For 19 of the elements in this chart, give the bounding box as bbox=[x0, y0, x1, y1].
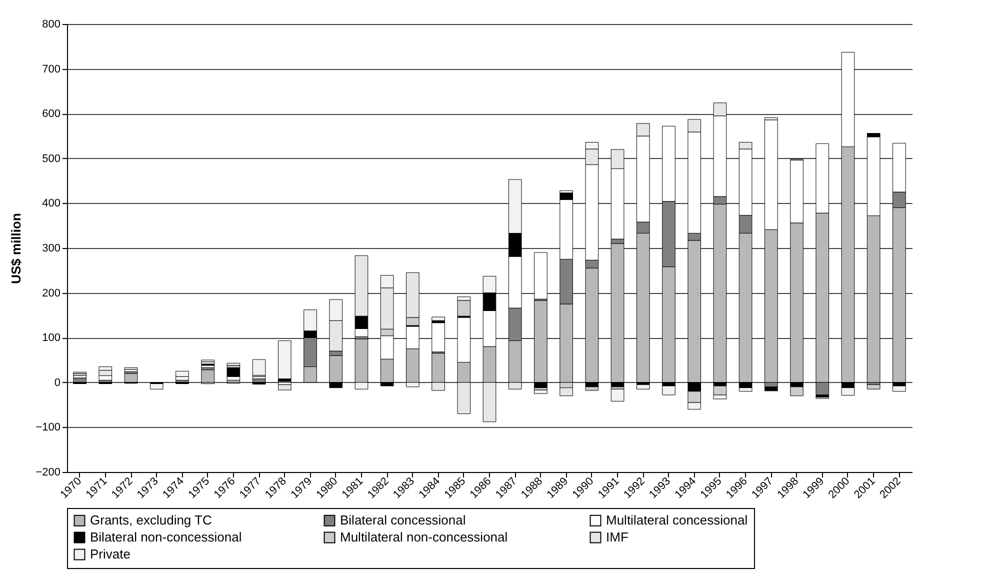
legend-label: IMF bbox=[606, 530, 628, 544]
legend-label: Bilateral concessional bbox=[340, 512, 466, 528]
y-tick-label: 200 bbox=[42, 287, 60, 300]
y-tick-label: 300 bbox=[42, 242, 60, 254]
legend-label: Bilateral non-concessional bbox=[90, 530, 242, 544]
y-tick-label: 100 bbox=[42, 332, 60, 344]
y-tick-label: −200 bbox=[36, 466, 60, 478]
legend-label: Private bbox=[90, 546, 130, 562]
y-axis-title: US$ million bbox=[8, 213, 24, 284]
y-tick-label: 700 bbox=[42, 63, 60, 76]
y-tick-label: 600 bbox=[42, 108, 60, 120]
y-tick-label: 400 bbox=[42, 198, 60, 210]
legend-label: Multilateral concessional bbox=[606, 512, 748, 528]
y-tick-label: 500 bbox=[42, 152, 60, 165]
y-tick-label: 0 bbox=[54, 376, 60, 389]
y-tick-label: 800 bbox=[42, 18, 60, 30]
legend-label: Grants, excluding TC bbox=[90, 512, 212, 528]
legend-label: Multilateral non-concessional bbox=[340, 530, 508, 544]
y-tick-label: −100 bbox=[36, 422, 60, 434]
